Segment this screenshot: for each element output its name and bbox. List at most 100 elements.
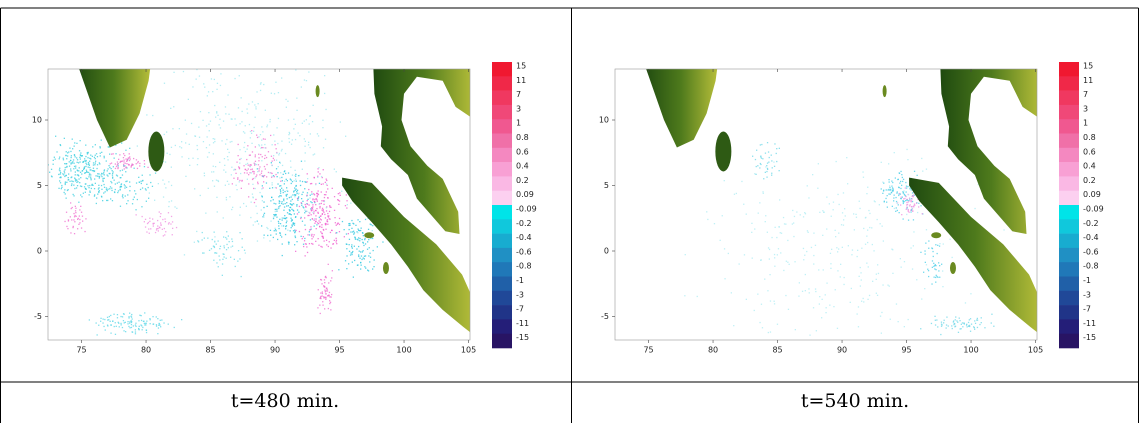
wave-dot <box>252 171 254 173</box>
wave-dot <box>73 233 76 235</box>
wave-dot <box>170 166 172 168</box>
wave-dot <box>139 162 141 165</box>
wave-dot <box>101 172 103 175</box>
wave-dot <box>68 179 70 181</box>
wave-dot <box>203 83 205 85</box>
wave-dot <box>828 203 830 205</box>
wave-dot <box>322 119 324 121</box>
wave-dot <box>912 196 914 198</box>
wave-dot <box>37 159 38 160</box>
wave-dot <box>320 279 323 281</box>
wave-dot <box>275 214 277 216</box>
wave-dot <box>901 174 903 176</box>
wave-dot <box>261 146 263 149</box>
wave-dot <box>873 250 875 252</box>
wave-dot <box>867 298 869 300</box>
wave-dot <box>78 223 80 225</box>
wave-dot <box>164 234 166 236</box>
wave-dot <box>346 268 348 270</box>
wave-dot <box>216 82 219 84</box>
wave-dot <box>317 190 319 192</box>
wave-dot <box>73 212 75 215</box>
wave-dot <box>252 197 254 199</box>
wave-dot <box>187 98 189 100</box>
wave-dot <box>114 322 116 324</box>
wave-dot <box>963 322 965 324</box>
wave-dot <box>107 188 109 190</box>
wave-dot <box>257 103 259 105</box>
wave-dot <box>900 266 902 268</box>
wave-dot <box>290 143 293 145</box>
wave-dot <box>159 324 161 326</box>
wave-dot <box>359 221 361 223</box>
wave-dot <box>367 241 369 243</box>
wave-dot <box>968 324 971 327</box>
wave-dot <box>73 154 76 156</box>
wave-dot <box>120 183 123 185</box>
wave-dot <box>905 191 907 193</box>
wave-dot <box>212 91 214 93</box>
wave-dot <box>118 181 120 183</box>
wave-dot <box>320 295 322 298</box>
wave-dot <box>976 326 979 329</box>
wave-dot <box>134 331 137 333</box>
wave-dot <box>265 182 268 184</box>
wave-dot <box>279 205 281 207</box>
wave-dot <box>80 211 83 213</box>
wave-dot <box>256 240 259 242</box>
wave-dot <box>278 225 280 227</box>
colorbar-label: 0.2 <box>1083 176 1096 185</box>
x-tick-label: 80 <box>708 346 718 355</box>
wave-dot <box>830 267 832 269</box>
wave-dot <box>84 191 86 193</box>
wave-dot <box>314 201 316 204</box>
wave-dot <box>941 324 943 326</box>
wave-dot <box>869 226 871 229</box>
wave-dot <box>246 162 249 165</box>
wave-dot <box>918 202 920 204</box>
wave-dot <box>87 166 89 168</box>
wave-dot <box>172 128 174 130</box>
wave-dot <box>325 194 327 196</box>
wave-dot <box>205 125 208 127</box>
wave-dot <box>224 106 227 108</box>
wave-dot <box>295 229 297 232</box>
wave-dot <box>979 323 981 326</box>
wave-dot <box>317 171 319 173</box>
wave-dot <box>276 216 278 218</box>
wave-dot <box>735 192 737 195</box>
wave-dot <box>911 207 913 209</box>
wave-dot <box>876 218 878 221</box>
colorbar-label: -3 <box>516 290 524 299</box>
wave-dot <box>214 138 216 140</box>
wave-dot <box>320 219 322 221</box>
wave-dot <box>304 209 306 211</box>
wave-dot <box>335 224 337 226</box>
wave-dot <box>151 185 154 187</box>
wave-dot <box>328 210 331 213</box>
wave-dot <box>288 196 290 199</box>
wave-dot <box>263 216 265 218</box>
wave-dot <box>933 276 935 278</box>
wave-dot <box>107 199 109 202</box>
wave-dot <box>67 220 70 222</box>
wave-dot <box>287 205 289 207</box>
wave-dot <box>130 315 132 317</box>
wave-dot <box>326 179 328 182</box>
wave-dot <box>367 270 370 272</box>
wave-dot <box>891 205 893 207</box>
wave-dot <box>346 255 348 257</box>
wave-dot <box>261 200 263 202</box>
wave-dot <box>139 165 141 167</box>
wave-dot <box>327 215 329 217</box>
wave-dot <box>318 216 320 218</box>
wave-dot <box>329 302 331 305</box>
wave-dot <box>291 219 293 221</box>
wave-dot <box>318 220 320 222</box>
wave-dot <box>280 185 282 187</box>
wave-dot <box>234 265 236 268</box>
wave-dot <box>324 223 326 225</box>
wave-dot <box>286 189 288 192</box>
wave-dot <box>872 280 874 282</box>
wave-dot <box>844 215 846 217</box>
